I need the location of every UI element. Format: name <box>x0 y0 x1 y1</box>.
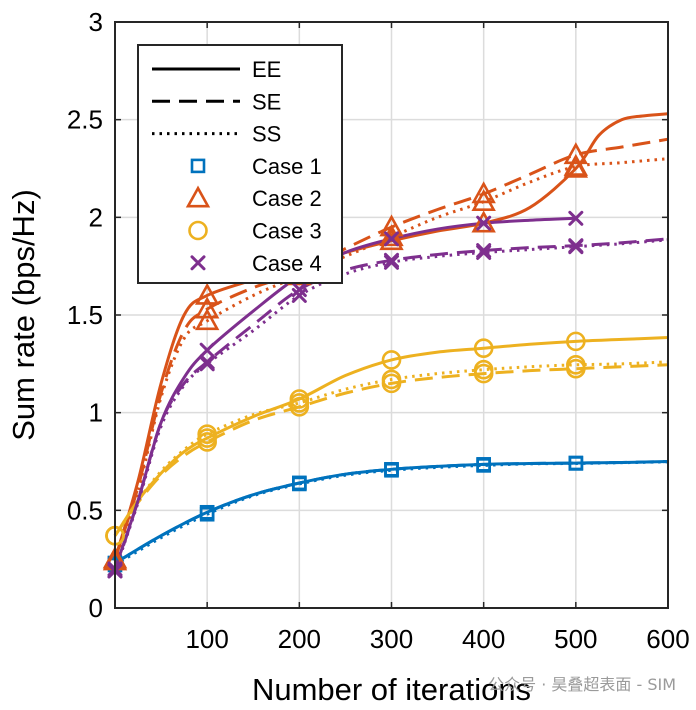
x-tick-label: 500 <box>554 624 597 654</box>
data-point-case-4-ee <box>199 342 215 358</box>
legend-label-ee: EE <box>252 57 281 82</box>
legend-label-case-4: Case 4 <box>252 251 322 276</box>
data-point-case-3-ee <box>381 350 402 370</box>
legend-label-case-1: Case 1 <box>252 154 322 179</box>
y-tick-label: 2 <box>89 202 103 232</box>
data-point-case-3-ee <box>566 331 586 352</box>
watermark-text: 公众号 · 昊叠超表面 - SIM <box>488 675 676 694</box>
y-tick-label: 0 <box>89 593 103 623</box>
series-line-case-2-ee <box>113 112 669 560</box>
data-point-case-2-se <box>379 214 404 237</box>
series-line-case-3-ss <box>113 360 669 537</box>
y-axis-label: Sum rate (bps/Hz) <box>6 189 41 441</box>
data-point-case-4-ee <box>384 231 399 247</box>
data-point-case-4-se <box>291 282 307 298</box>
legend-label-case-2: Case 2 <box>252 186 322 211</box>
data-point-case-4-ee <box>568 210 584 226</box>
data-point-case-4-ss <box>291 287 307 303</box>
legend-label-se: SE <box>252 89 281 114</box>
x-tick-label: 100 <box>185 624 228 654</box>
series-line-case-1-ss <box>114 460 669 567</box>
data-point-case-4-ee <box>476 215 492 231</box>
data-point-case-3-ss <box>197 424 217 444</box>
legend-box <box>137 44 343 284</box>
data-point-case-2-se <box>471 181 496 204</box>
data-point-case-3-ee <box>473 338 494 359</box>
legend-marker-case-2 <box>185 185 211 208</box>
data-point-case-1-ss <box>476 458 491 473</box>
x-tick-label: 600 <box>646 624 689 654</box>
data-point-case-4-ss <box>384 254 399 270</box>
data-point-case-2-ee <box>471 210 496 233</box>
tick-marks <box>115 21 669 609</box>
data-point-case-4-ss <box>568 239 584 255</box>
data-point-case-2-ss <box>471 189 496 212</box>
y-tick-label: 3 <box>89 7 103 37</box>
data-point-case-1-ss <box>292 476 307 492</box>
x-tick-label: 300 <box>370 624 413 654</box>
data-point-case-2-ss <box>563 153 589 176</box>
legend-marker-case-3 <box>188 220 208 241</box>
legend-marker-case-1 <box>190 158 206 174</box>
x-tick-label: 400 <box>462 624 505 654</box>
y-tick-label: 1 <box>89 398 103 428</box>
data-point-case-4-ss <box>199 356 215 372</box>
data-point-case-2-ee <box>194 282 220 305</box>
series-line-case-3-ee <box>113 335 669 537</box>
data-point-case-3-se <box>197 432 217 452</box>
legend-marker-case-4 <box>190 255 206 271</box>
data-point-case-2-se <box>194 296 220 319</box>
series-line-case-3-se <box>113 363 669 537</box>
data-point-case-1-ss <box>568 456 584 471</box>
x-axis-label: Number of iterations <box>252 672 531 707</box>
data-point-case-3-ss <box>289 393 310 413</box>
data-point-case-4-ss <box>476 244 492 260</box>
y-tick-label: 2.5 <box>67 105 103 135</box>
data-point-case-2-se <box>563 142 589 165</box>
tick-labels: 100 200 300 400 500 600 0 0.5 1 1.5 2 2.5 3 <box>67 7 690 654</box>
data-point-case-1-ss <box>199 506 215 522</box>
data-point-case-2-ee <box>379 228 404 251</box>
data-point-case-1-ss <box>384 462 399 478</box>
y-tick-label: 1.5 <box>67 300 103 330</box>
data-point-case-3-ss <box>473 359 494 380</box>
data-point-case-3-ss <box>381 369 402 390</box>
data-point-case-3-ss <box>566 355 586 375</box>
y-tick-label: 0.5 <box>67 495 103 525</box>
data-point-case-2-ss <box>194 308 220 331</box>
x-tick-label: 200 <box>278 624 321 654</box>
legend-label-ss: SS <box>252 122 281 147</box>
legend-label-case-3: Case 3 <box>252 219 322 244</box>
legend: EE SE SS Case 1 Case 2 Case 3 Case 4 <box>137 44 343 284</box>
